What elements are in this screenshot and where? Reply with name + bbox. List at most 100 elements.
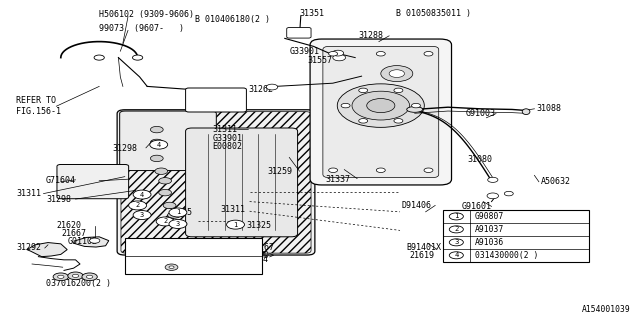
Circle shape xyxy=(352,91,410,120)
Circle shape xyxy=(174,221,187,227)
FancyBboxPatch shape xyxy=(310,39,451,185)
Text: 31557: 31557 xyxy=(307,56,332,65)
Circle shape xyxy=(332,50,344,56)
Bar xyxy=(125,238,262,274)
Text: 2: 2 xyxy=(136,203,140,208)
Circle shape xyxy=(159,178,172,184)
Text: 31351: 31351 xyxy=(300,9,324,18)
Circle shape xyxy=(412,103,420,108)
Circle shape xyxy=(68,272,83,280)
FancyBboxPatch shape xyxy=(117,110,315,255)
Circle shape xyxy=(394,88,403,92)
Circle shape xyxy=(449,213,463,220)
Text: 21620: 21620 xyxy=(56,221,81,230)
Circle shape xyxy=(358,88,367,92)
Text: D91406: D91406 xyxy=(138,243,168,252)
Text: 4: 4 xyxy=(157,142,161,148)
Text: B91401X: B91401X xyxy=(406,244,442,252)
Circle shape xyxy=(168,212,180,218)
Circle shape xyxy=(341,103,350,108)
Circle shape xyxy=(94,55,104,60)
Text: (-96.4): (-96.4) xyxy=(219,263,254,272)
Text: G33901: G33901 xyxy=(289,47,319,56)
Text: A50632: A50632 xyxy=(541,177,571,186)
Text: 31288: 31288 xyxy=(358,31,383,40)
Text: 31088: 31088 xyxy=(536,104,561,113)
Text: 31311: 31311 xyxy=(212,125,237,134)
Circle shape xyxy=(329,168,338,172)
Circle shape xyxy=(156,217,174,226)
Text: 031430000(2 ): 031430000(2 ) xyxy=(475,251,538,260)
Polygon shape xyxy=(27,243,67,257)
Circle shape xyxy=(376,52,385,56)
Text: 99073  (9607-   ): 99073 (9607- ) xyxy=(99,24,184,33)
Text: 3: 3 xyxy=(140,212,144,218)
Text: <4WD>: <4WD> xyxy=(250,251,275,260)
Circle shape xyxy=(266,84,278,90)
Circle shape xyxy=(72,274,79,277)
Circle shape xyxy=(449,226,463,233)
Text: 31259: 31259 xyxy=(268,167,292,176)
Text: 31262: 31262 xyxy=(248,85,273,94)
Text: D91406: D91406 xyxy=(402,201,432,210)
Text: <2WD>: <2WD> xyxy=(138,259,163,268)
Circle shape xyxy=(488,177,498,182)
Text: 1: 1 xyxy=(176,210,180,215)
Text: H506102 (9309-9606): H506102 (9309-9606) xyxy=(99,10,194,19)
Circle shape xyxy=(169,220,187,228)
Text: B 010406180(2 ): B 010406180(2 ) xyxy=(195,15,270,24)
Circle shape xyxy=(169,208,187,217)
Text: G71604: G71604 xyxy=(46,176,76,185)
Circle shape xyxy=(150,155,163,162)
Text: 1: 1 xyxy=(234,222,237,228)
Text: 31311: 31311 xyxy=(16,189,41,198)
Text: 3: 3 xyxy=(176,221,180,227)
Text: A91036: A91036 xyxy=(475,238,504,247)
Text: B 01050835011 ): B 01050835011 ) xyxy=(396,9,470,18)
Text: 3: 3 xyxy=(454,239,458,245)
Circle shape xyxy=(376,168,385,172)
Text: 31298: 31298 xyxy=(46,196,71,204)
FancyBboxPatch shape xyxy=(323,46,439,178)
Circle shape xyxy=(394,119,403,123)
Text: -M/#109204: -M/#109204 xyxy=(219,255,269,264)
FancyBboxPatch shape xyxy=(120,111,216,171)
Circle shape xyxy=(159,189,172,196)
Circle shape xyxy=(129,201,147,210)
Circle shape xyxy=(329,52,338,56)
Text: H01407: H01407 xyxy=(138,251,168,260)
Circle shape xyxy=(133,190,151,199)
Circle shape xyxy=(358,119,367,123)
Text: A91037: A91037 xyxy=(475,225,504,234)
Text: 31325: 31325 xyxy=(246,221,271,230)
Circle shape xyxy=(487,193,499,199)
Text: G91601: G91601 xyxy=(462,202,492,211)
Circle shape xyxy=(424,52,433,56)
Text: 31325: 31325 xyxy=(168,208,193,217)
Text: 4: 4 xyxy=(454,252,458,258)
Text: 037016200(2 ): 037016200(2 ) xyxy=(46,279,111,288)
Text: 4: 4 xyxy=(140,192,144,197)
Circle shape xyxy=(333,54,346,61)
Ellipse shape xyxy=(522,109,530,115)
Circle shape xyxy=(389,70,404,77)
Text: 31311: 31311 xyxy=(221,205,246,214)
Text: G90807: G90807 xyxy=(475,212,504,221)
Text: 31267: 31267 xyxy=(250,243,275,252)
Circle shape xyxy=(58,275,64,278)
Text: 2: 2 xyxy=(163,219,167,224)
Circle shape xyxy=(150,140,168,149)
Circle shape xyxy=(155,168,168,174)
Text: 2: 2 xyxy=(454,226,458,232)
Circle shape xyxy=(381,66,413,82)
Polygon shape xyxy=(74,237,109,247)
Circle shape xyxy=(449,239,463,246)
FancyBboxPatch shape xyxy=(186,128,298,237)
Circle shape xyxy=(337,84,424,127)
Text: 31080: 31080 xyxy=(467,156,492,164)
Text: G01102: G01102 xyxy=(67,237,97,246)
Circle shape xyxy=(86,275,93,278)
FancyBboxPatch shape xyxy=(57,164,129,199)
Circle shape xyxy=(227,220,244,229)
Text: 31298: 31298 xyxy=(112,144,137,153)
